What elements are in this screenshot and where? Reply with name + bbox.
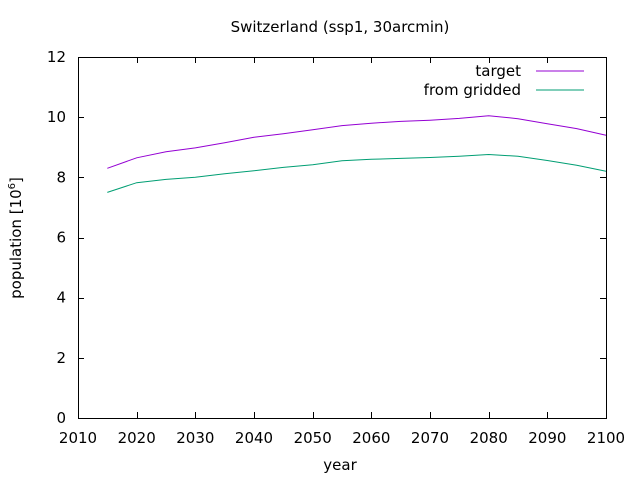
chart-title: Switzerland (ssp1, 30arcmin)	[231, 18, 450, 36]
x-axis: 2010 2020 2030 2040 2050 2060 2070 2080 2090 2100	[59, 57, 625, 447]
y-tick-label: 2	[56, 349, 66, 367]
y-tick-label: 12	[47, 48, 66, 66]
x-tick-label: 2040	[235, 429, 273, 447]
series-line-target	[107, 115, 607, 169]
y-tick-label: 6	[56, 229, 66, 247]
legend-label: target	[475, 62, 521, 80]
series-line-from-gridded	[107, 153, 607, 193]
x-tick-label: 2030	[176, 429, 214, 447]
x-tick-label: 2080	[470, 429, 508, 447]
y-axis-label: population [106]	[7, 177, 25, 299]
x-tick-label: 2100	[587, 429, 625, 447]
x-tick-label: 2060	[352, 429, 390, 447]
y-axis-label-tail: ]	[7, 177, 25, 183]
x-tick-label: 2070	[411, 429, 449, 447]
y-tick-label: 4	[56, 289, 66, 307]
legend-label: from gridded	[424, 81, 521, 99]
y-axis: 0 2 4 6 8 10 12	[47, 48, 606, 427]
x-tick-label: 2090	[528, 429, 566, 447]
y-tick-label: 8	[56, 168, 66, 186]
y-tick-label: 0	[56, 409, 66, 427]
x-tick-label: 2010	[59, 429, 97, 447]
y-tick-label: 10	[47, 108, 66, 126]
x-axis-label: year	[323, 456, 357, 474]
y-axis-label-exponent: 6	[7, 183, 18, 189]
x-tick-label: 2050	[294, 429, 332, 447]
x-tick-label: 2020	[118, 429, 156, 447]
series-lines	[107, 115, 607, 193]
plot-area-border	[78, 57, 607, 419]
y-axis-label-base: population [10	[7, 189, 25, 299]
